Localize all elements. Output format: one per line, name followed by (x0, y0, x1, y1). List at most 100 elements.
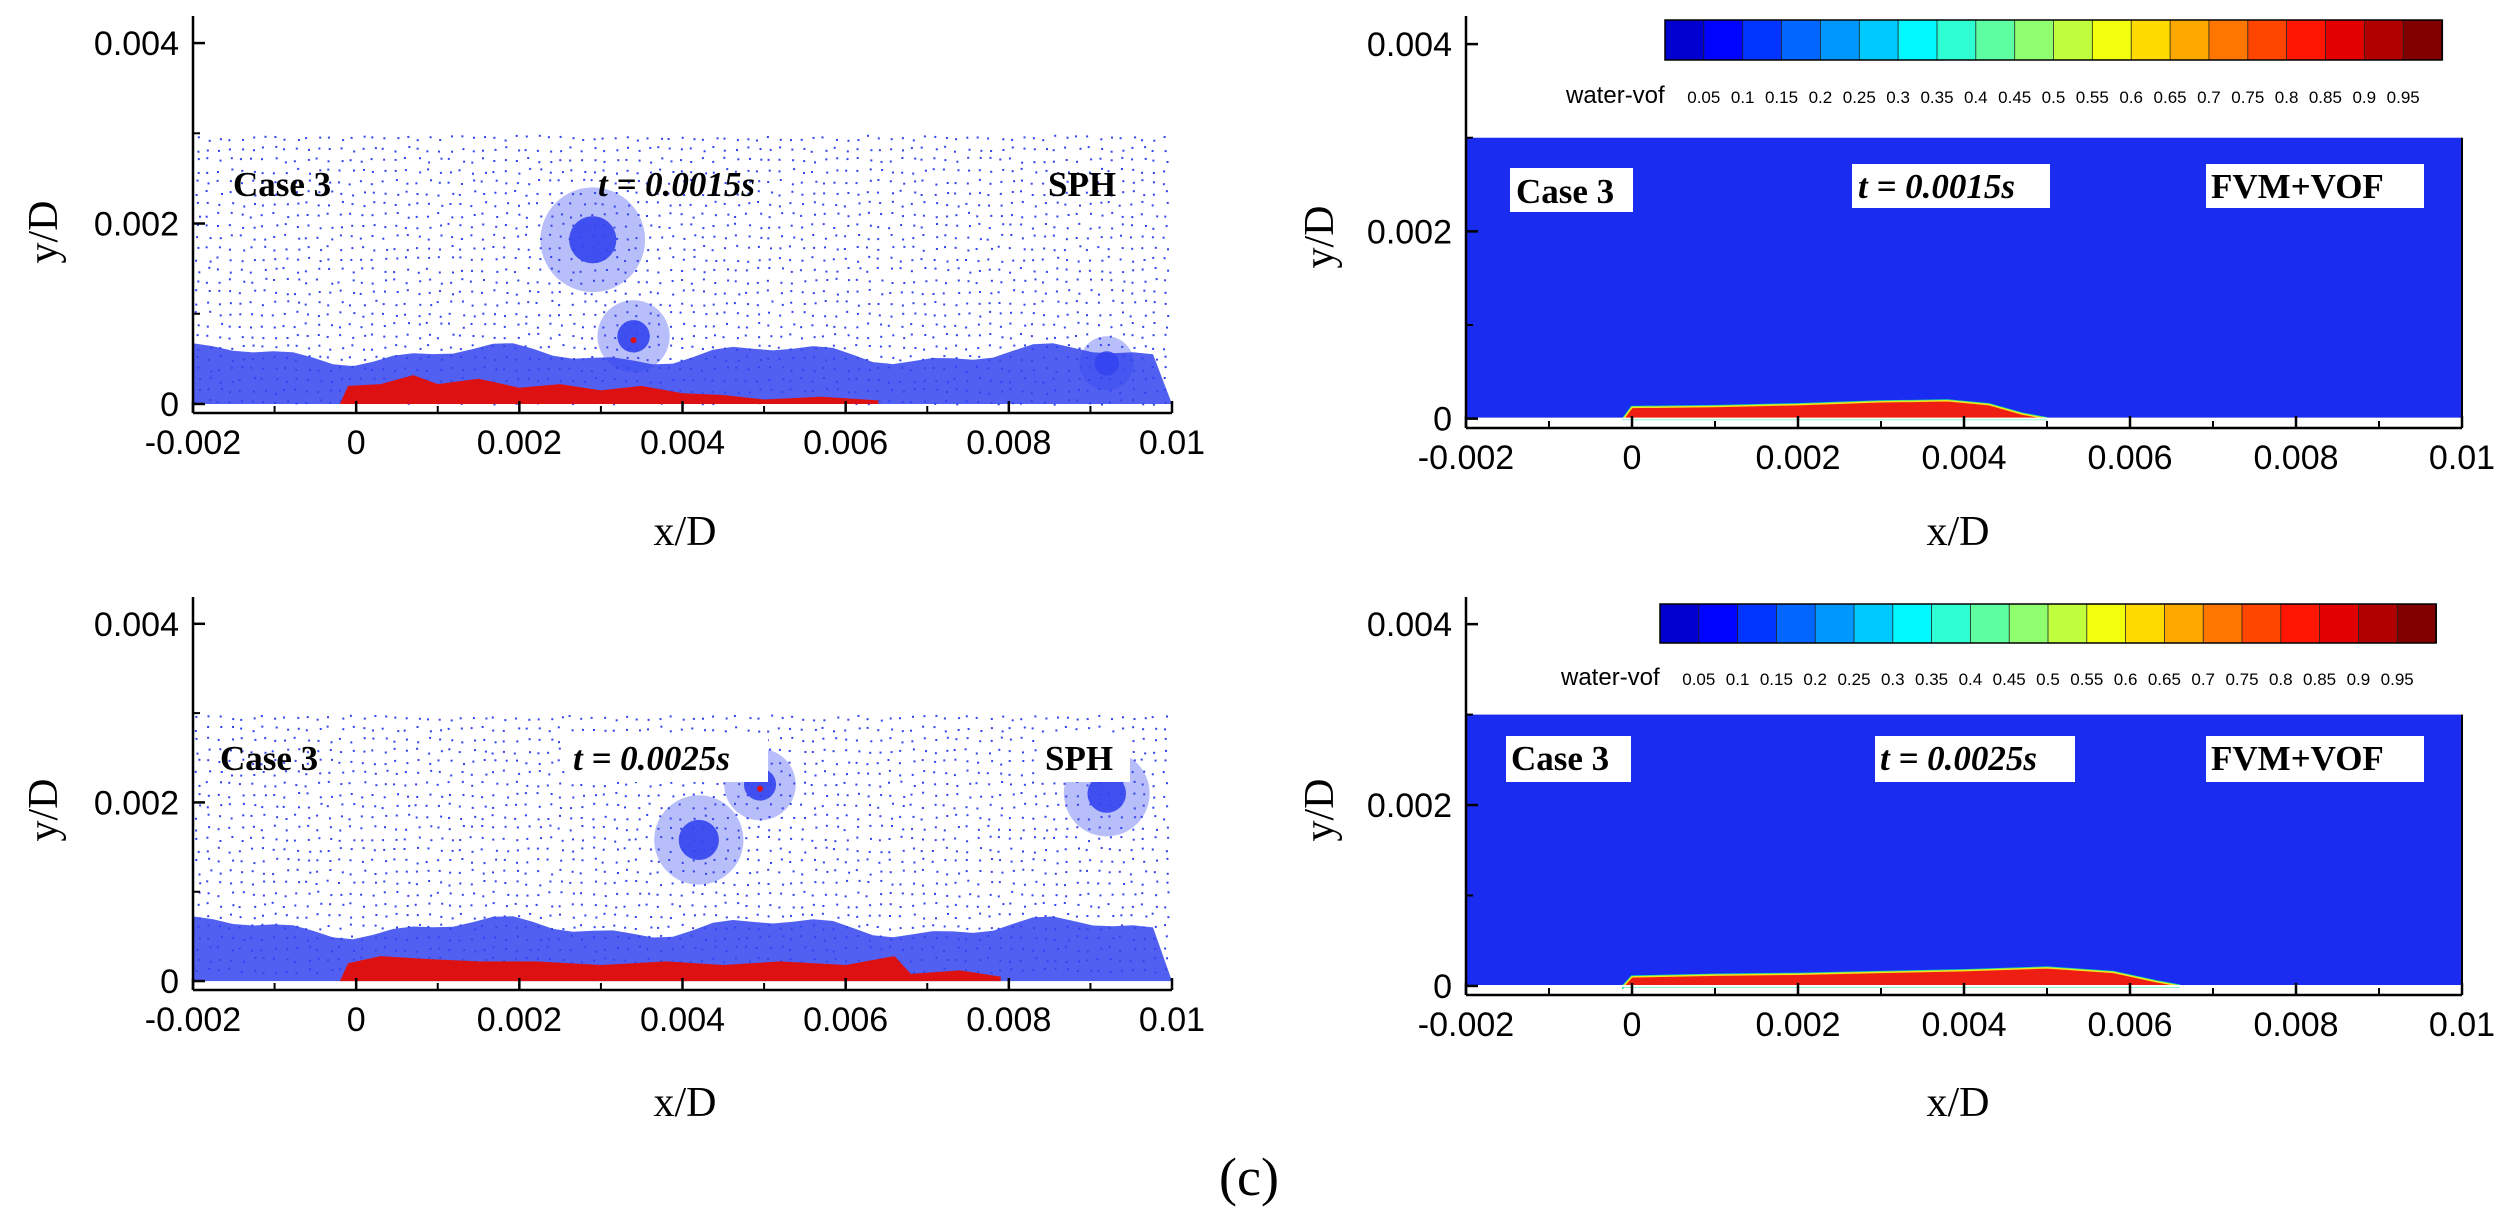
colorbar-cell (2086, 603, 2127, 644)
colorbar-cell (2280, 603, 2321, 644)
colorbar-cell (1814, 603, 1855, 644)
colorbar-cell (2008, 603, 2049, 644)
colorbar-tick-label: 0.85 (2303, 670, 2336, 689)
sph-plot-area (193, 134, 1172, 406)
particle-cluster-core (569, 216, 617, 264)
y-tick-label: 0 (160, 386, 179, 424)
colorbar-tick-label: 0.65 (2148, 670, 2181, 689)
colorbar-cell (2053, 19, 2094, 61)
method-label: SPH (1048, 165, 1116, 204)
time-label: t = 0.0015s (598, 165, 755, 204)
colorbar-tick-label: 0.3 (1881, 670, 1905, 689)
method-label: FVM+VOF (2211, 167, 2384, 206)
colorbar-tick-label: 0.95 (2381, 670, 2414, 689)
y-tick-label: 0.004 (1367, 26, 1452, 64)
y-axis-label: y/D (1297, 206, 1343, 269)
y-tick-label: 0.002 (94, 206, 179, 244)
colorbar-cell (1970, 603, 2011, 644)
colorbar-tick-label: 0.7 (2197, 88, 2221, 107)
colorbar-tick-label: 0.2 (1803, 670, 1827, 689)
colorbar-cell (1698, 603, 1739, 644)
y-axis-label: y/D (21, 201, 67, 264)
x-tick-label: 0 (1623, 439, 1642, 477)
colorbar-tick-label: 0.35 (1915, 670, 1948, 689)
x-tick-label: 0.008 (2253, 1006, 2338, 1044)
x-tick-label: 0.004 (640, 424, 725, 462)
particle-cluster-core (1094, 351, 1119, 376)
colorbar-cell (2402, 19, 2444, 61)
colorbar-tick-label: 0.15 (1760, 670, 1793, 689)
x-tick-label: 0.004 (1921, 439, 2006, 477)
suspended-sediment-particle (757, 785, 764, 792)
colorbar-cell (1703, 19, 1744, 61)
method-label-box (2206, 736, 2424, 782)
time-label: t = 0.0025s (1880, 739, 2037, 778)
colorbar-frame (1664, 19, 2443, 61)
colorbar-cell (1737, 603, 1778, 644)
axes: -0.002 0 0.002 0.004 0.006 0.008 0.0100.0020.0… (94, 16, 1205, 462)
colorbar-tick-label: 0.1 (1731, 88, 1755, 107)
y-tick-label: 0.002 (1367, 787, 1452, 825)
y-tick-label: 0.004 (1367, 606, 1452, 644)
y-tick-label: 0.002 (94, 784, 179, 822)
axes: -0.002 0 0.002 0.004 0.006 0.008 0.0100.0020.0… (1367, 16, 2495, 477)
x-tick-label: 0.002 (477, 1001, 562, 1039)
particle-field (194, 134, 1170, 406)
y-tick-label: 0.004 (94, 25, 179, 63)
sediment-particles (339, 956, 1001, 982)
x-tick-label: 0.002 (1755, 1006, 1840, 1044)
sediment-particles (339, 375, 879, 404)
x-axis-label: x/D (1927, 509, 1990, 555)
colorbar-cell (2163, 603, 2205, 644)
x-tick-label: 0.006 (803, 1001, 888, 1039)
colorbar-cell (1931, 603, 1972, 644)
vof-panel-t0015: Case 3 t = 0.0015s FVM+VOF 0.05 0.1 0.15 0.… (1297, 16, 2495, 555)
case-label: Case 3 (1516, 172, 1614, 211)
colorbar-cell (2202, 603, 2243, 644)
x-tick-label: -0.002 (1418, 1006, 1514, 1044)
colorbar-cell (2014, 19, 2055, 61)
colorbar-cell (2091, 19, 2133, 61)
vof-sediment-bed (1622, 967, 2180, 987)
colorbar-cell (2130, 19, 2172, 61)
method-label-box (2206, 164, 2424, 208)
colorbar-cell (2208, 19, 2249, 61)
colorbar-tick-label: 0.5 (2042, 88, 2066, 107)
colorbar-cell (1659, 603, 1700, 644)
particle-cluster-core (678, 819, 719, 861)
y-axis-label: y/D (1297, 779, 1343, 842)
colorbar-tick-label: 0.05 (1687, 88, 1720, 107)
x-tick-label: 0.01 (2429, 1006, 2495, 1044)
colorbar-tick-label: 0.6 (2114, 670, 2138, 689)
colorbar-cell (2363, 19, 2405, 61)
colorbar-cell (1858, 19, 1900, 61)
colorbar-cell (1664, 19, 1705, 61)
axes: -0.002 0 0.002 0.004 0.006 0.008 0.0100.0020.0… (94, 597, 1205, 1039)
colorbar-tick-label: 0.45 (1993, 670, 2026, 689)
case-label: Case 3 (1511, 739, 1609, 778)
x-tick-label: 0.006 (2087, 1006, 2172, 1044)
x-tick-label: -0.002 (1418, 439, 1514, 477)
y-axis-label: y/D (21, 779, 67, 842)
colorbar-cell (1897, 19, 1938, 61)
y-tick-label: 0.004 (94, 606, 179, 644)
y-tick-label: 0 (1433, 968, 1452, 1006)
axes: -0.002 0 0.002 0.004 0.006 0.008 0.0100.0020.0… (1367, 597, 2495, 1044)
colorbar-tick-label: 0.85 (2309, 88, 2342, 107)
time-label: t = 0.0025s (573, 739, 730, 778)
colorbar-tick-label: 0.75 (2231, 88, 2264, 107)
colorbar-cell (2286, 19, 2327, 61)
sph-panel-t0015: Case 3 t = 0.0015s SPH -0.002 0 0.002 0.004… (21, 16, 1205, 555)
colorbar-tick-label: 0.35 (1920, 88, 1953, 107)
colorbar-cell (2047, 603, 2088, 644)
colorbar-label: water-vof (1565, 82, 1665, 109)
x-tick-label: 0.006 (803, 424, 888, 462)
y-tick-label: 0.002 (1367, 213, 1452, 251)
x-tick-label: 0 (1623, 1006, 1642, 1044)
colorbar-tick-label: 0.15 (1765, 88, 1798, 107)
colorbar-cell (2319, 603, 2360, 644)
colorbar-tick-label: 0.25 (1837, 670, 1870, 689)
x-axis-label: x/D (654, 1080, 717, 1126)
colorbar-tick-label: 0.45 (1998, 88, 2031, 107)
x-tick-label: 0.004 (640, 1001, 725, 1039)
